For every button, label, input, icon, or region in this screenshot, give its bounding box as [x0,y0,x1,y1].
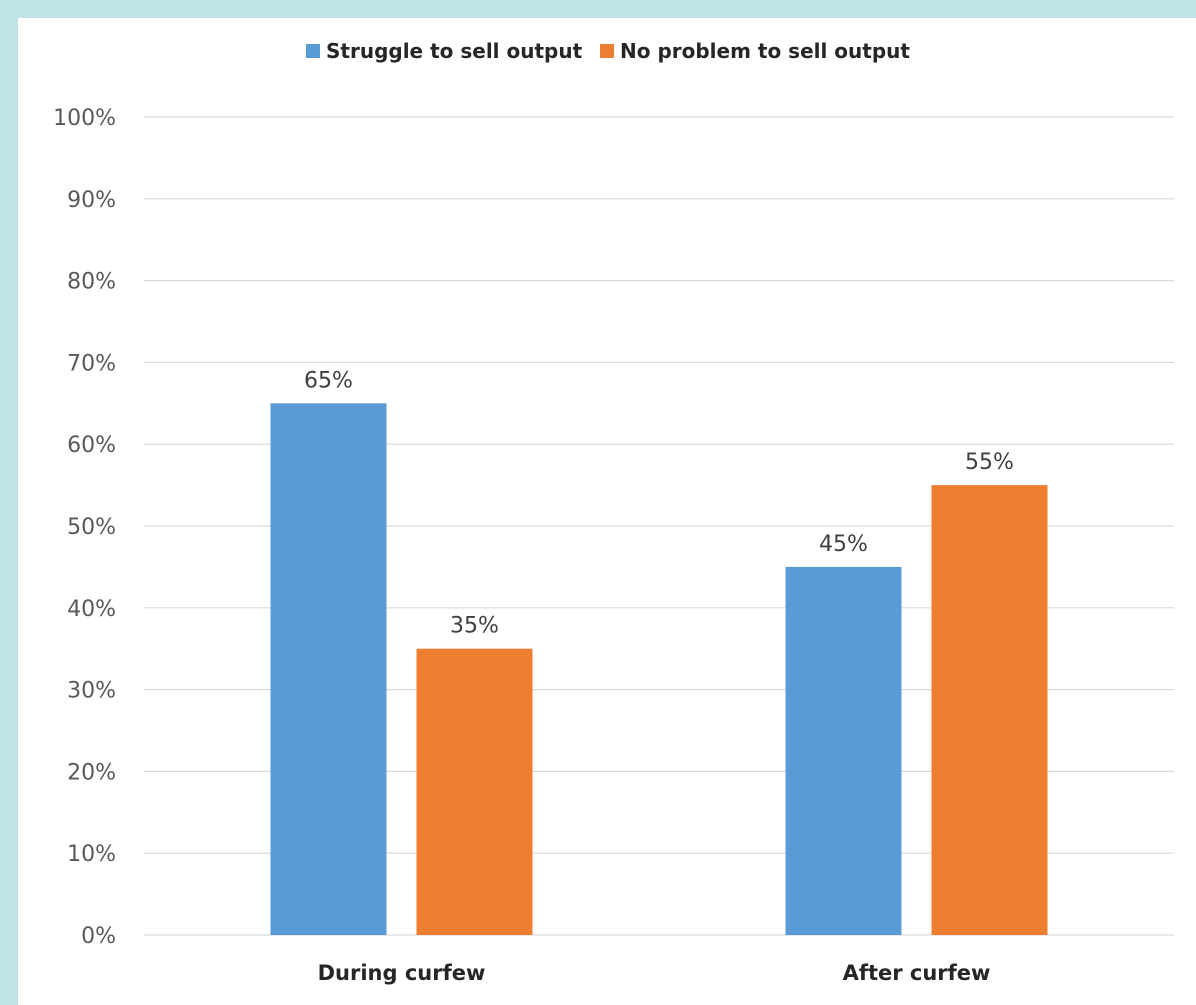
x-category-label-1: After curfew [843,961,991,985]
y-tick-label-10: 100% [53,106,116,131]
legend-label-series-1: Struggle to sell output [326,39,583,63]
y-tick-label-4: 40% [67,597,116,622]
data-label-series-1-0: 65% [304,368,353,393]
x-axis-category-labels: During curfew After curfew [318,961,991,985]
y-tick-label-3: 30% [67,679,116,704]
legend-label-series-2: No problem to sell output [620,39,910,63]
bar-series-1-1 [785,566,902,935]
y-tick-label-6: 60% [67,433,116,458]
x-category-label-0: During curfew [318,961,486,985]
y-tick-label-5: 50% [67,515,116,540]
bar-series-1-0 [270,403,387,935]
bar-series-2-0 [416,648,533,935]
bar-chart: Struggle to sell output No problem to se… [53,39,1174,985]
y-tick-label-9: 90% [67,188,116,213]
legend-swatch-series-1 [306,44,320,58]
y-axis-tick-labels: 0% 10% 20% 30% 40% 50% 60% 70% 80% 90% 100% [53,106,116,949]
y-tick-label-7: 70% [67,351,116,376]
chart-frame: Struggle to sell output No problem to se… [18,18,1196,1005]
y-tick-label-8: 80% [67,270,116,295]
y-tick-label-1: 10% [67,842,116,867]
data-label-series-1-1: 45% [819,532,868,557]
y-tick-label-2: 20% [67,760,116,785]
bar-series-2-1 [931,485,1048,935]
bars [270,403,1048,935]
y-tick-label-0: 0% [81,924,116,949]
chart-legend: Struggle to sell output No problem to se… [306,39,910,63]
legend-swatch-series-2 [600,44,614,58]
data-label-series-2-1: 55% [965,450,1014,475]
data-label-series-2-0: 35% [450,614,499,639]
data-labels: 65% 35% 45% 55% [304,368,1014,638]
